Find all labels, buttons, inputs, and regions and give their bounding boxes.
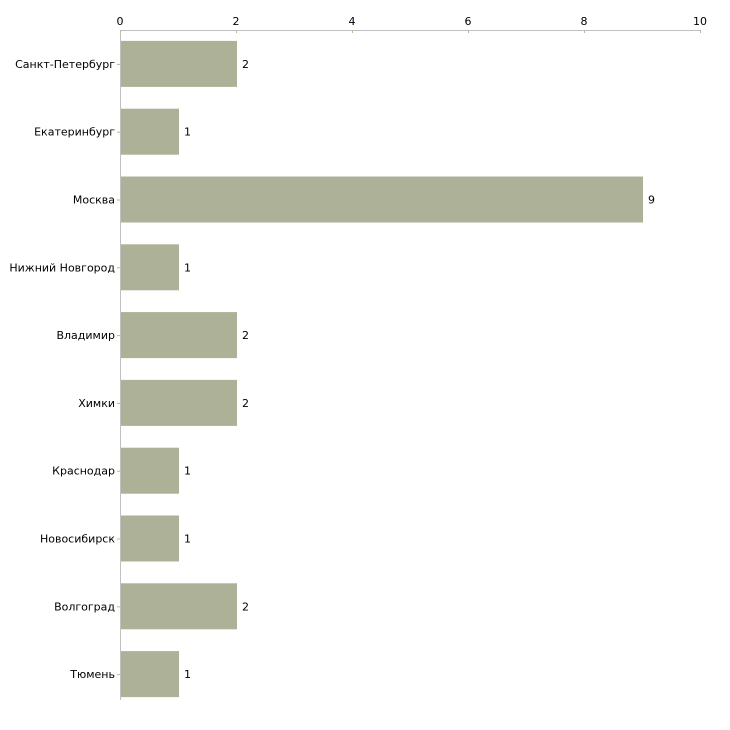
category-label: Краснодар <box>52 465 115 478</box>
x-tick-label: 2 <box>233 15 240 28</box>
category-label: Москва <box>73 194 115 207</box>
data-label: 2 <box>242 329 249 342</box>
bar <box>121 583 237 630</box>
x-tick-label: 0 <box>117 15 124 28</box>
category-label: Нижний Новгород <box>9 261 115 274</box>
bar <box>121 244 179 291</box>
category-label: Владимир <box>56 329 115 342</box>
x-tick-label: 8 <box>581 15 588 28</box>
bar <box>121 515 179 562</box>
data-label: 1 <box>184 465 191 478</box>
category-label: Новосибирск <box>40 533 115 546</box>
bar <box>121 651 179 698</box>
category-label: Химки <box>78 397 115 410</box>
category-label: Волгоград <box>54 600 115 613</box>
data-label: 1 <box>184 261 191 274</box>
data-label: 2 <box>242 600 249 613</box>
bar <box>121 40 237 87</box>
bar <box>121 312 237 359</box>
x-tick-label: 10 <box>693 15 707 28</box>
x-tick-label: 6 <box>465 15 472 28</box>
data-label: 1 <box>184 668 191 681</box>
bar <box>121 176 643 223</box>
x-tick-label: 4 <box>349 15 356 28</box>
bar <box>121 108 179 155</box>
category-label: Санкт-Петербург <box>15 58 115 71</box>
category-label: Екатеринбург <box>34 126 115 139</box>
data-label: 2 <box>242 58 249 71</box>
category-label: Тюмень <box>69 668 115 681</box>
bar <box>121 379 237 426</box>
data-label: 1 <box>184 126 191 139</box>
data-label: 1 <box>184 533 191 546</box>
data-label: 9 <box>648 194 655 207</box>
data-label: 2 <box>242 397 249 410</box>
bar <box>121 447 179 494</box>
